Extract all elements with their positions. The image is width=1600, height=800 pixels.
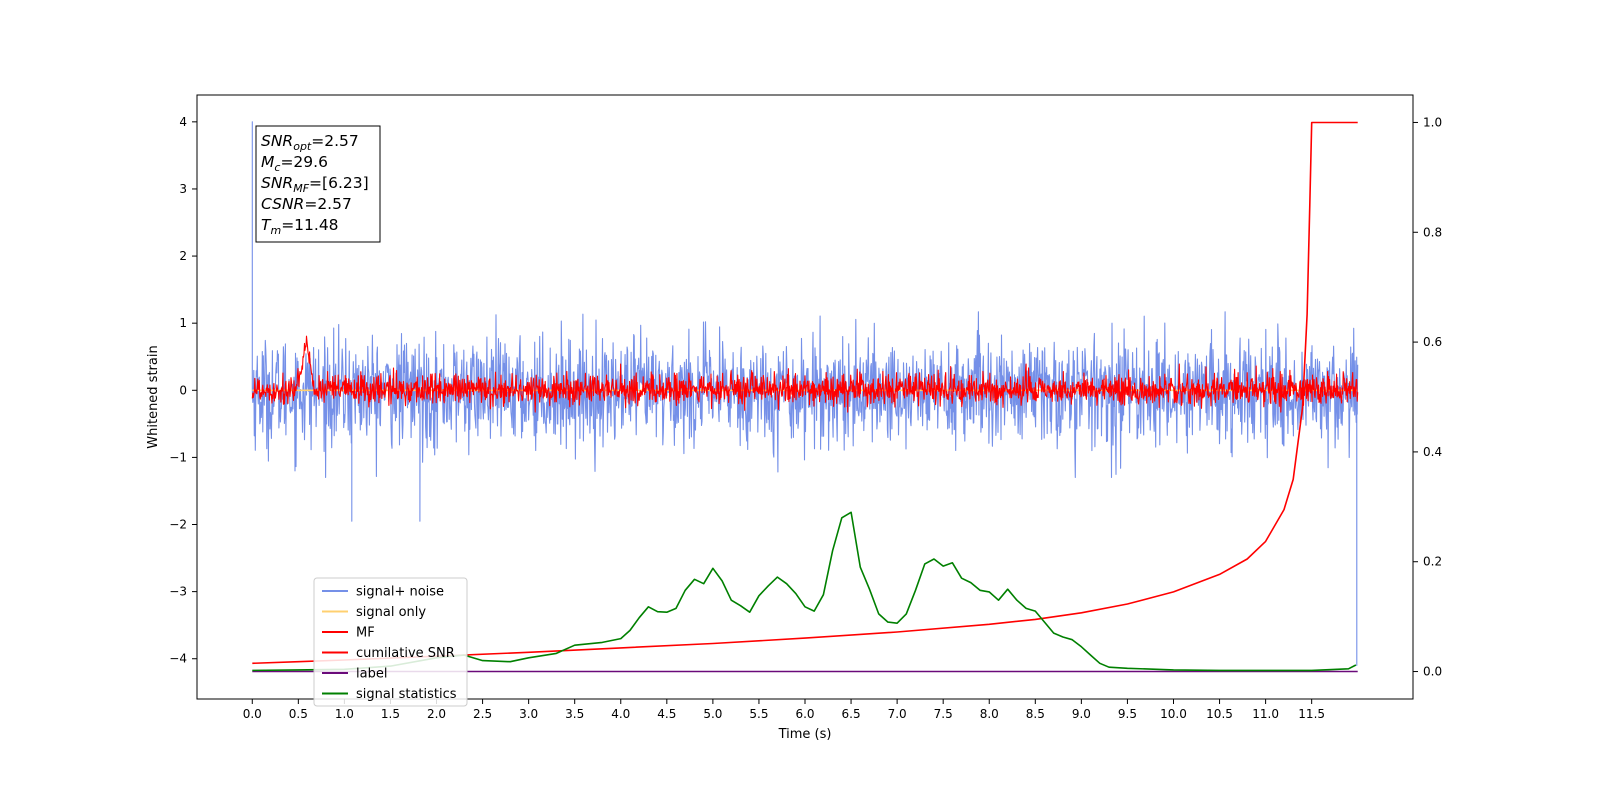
annotation-line: SNRMF=[6.23]: [261, 174, 369, 195]
series-line-signal-statistics: [252, 511, 1357, 672]
x-tick-label: 1.5: [381, 707, 400, 721]
y-tick-label: −4: [169, 652, 187, 666]
legend-entry: signal only: [356, 605, 426, 620]
series-line-mf: [251, 335, 1359, 413]
y-tick-label: 0: [179, 383, 187, 397]
x-axis: 0.0 0.5 1.0 1.5 2.0 2.5 3.0 3.5 4.0 4.5 5.0 5.5 6.0 6…: [243, 699, 1325, 721]
annotation-line: CSNR=2.57: [261, 195, 352, 213]
x-tick-label: 2.5: [473, 707, 492, 721]
x-tick-label: 11.0: [1252, 707, 1279, 721]
legend-entry: MF: [356, 626, 375, 641]
annotation-line: SNRopt=2.57: [261, 132, 359, 153]
annotation-frame: [255, 125, 381, 243]
y2-tick-label: 0.8: [1423, 225, 1442, 239]
x-tick-label: 4.5: [657, 707, 676, 721]
x-tick-label: 11.5: [1298, 707, 1325, 721]
x-tick-label: 9.0: [1072, 707, 1091, 721]
y-tick-label: −1: [169, 450, 187, 464]
legend-entry: label: [356, 667, 387, 682]
x-tick-label: 0.0: [243, 707, 262, 721]
x-tick-label: 4.0: [611, 707, 630, 721]
legend-entry: cumilative SNR: [356, 646, 455, 661]
x-tick-label: 9.5: [1118, 707, 1137, 721]
x-tick-label: 6.5: [842, 707, 861, 721]
y-axis-label: Whitened strain: [146, 345, 161, 448]
x-tick-label: 7.0: [888, 707, 907, 721]
y-axis-left: 4 3 2 1 0 −1 −2 −3 −4: [169, 115, 197, 666]
y-axis-right: 1.0 0.8 0.6 0.4 0.2 0.0: [1413, 115, 1442, 679]
y-tick-label: 2: [179, 249, 187, 263]
x-tick-label: 3.5: [565, 707, 584, 721]
x-tick-label: 5.0: [703, 707, 722, 721]
x-tick-label: 8.5: [1026, 707, 1045, 721]
y-tick-label: 1: [179, 316, 187, 330]
y-tick-label: −2: [169, 518, 187, 532]
y-tick-label: 3: [179, 182, 187, 196]
x-tick-label: 1.0: [335, 707, 354, 721]
x-axis-label: Time (s): [778, 727, 832, 742]
x-tick-label: 0.5: [289, 707, 308, 721]
x-tick-label: 8.0: [980, 707, 999, 721]
y2-tick-label: 0.0: [1423, 665, 1442, 679]
y-tick-label: −3: [169, 585, 187, 599]
y2-tick-label: 0.4: [1423, 445, 1442, 459]
y2-tick-label: 0.2: [1423, 555, 1442, 569]
x-tick-label: 10.0: [1160, 707, 1187, 721]
y2-tick-label: 1.0: [1423, 115, 1442, 129]
legend-entry: signal+ noise: [356, 585, 444, 600]
annotation-line: Mc=29.6: [261, 153, 328, 174]
legend: signal+ noise signal only MF cumilative SNR…: [313, 577, 468, 707]
y2-tick-label: 0.6: [1423, 335, 1442, 349]
legend-frame: [313, 577, 468, 707]
x-tick-label: 5.5: [749, 707, 768, 721]
x-tick-label: 6.0: [795, 707, 814, 721]
x-tick-label: 7.5: [934, 707, 953, 721]
x-tick-label: 10.5: [1206, 707, 1233, 721]
x-tick-label: 3.0: [519, 707, 538, 721]
legend-entry: signal statistics: [356, 687, 457, 702]
annotation-line: Tm=11.48: [261, 216, 339, 237]
y-tick-label: 4: [179, 115, 187, 129]
x-tick-label: 2.0: [427, 707, 446, 721]
